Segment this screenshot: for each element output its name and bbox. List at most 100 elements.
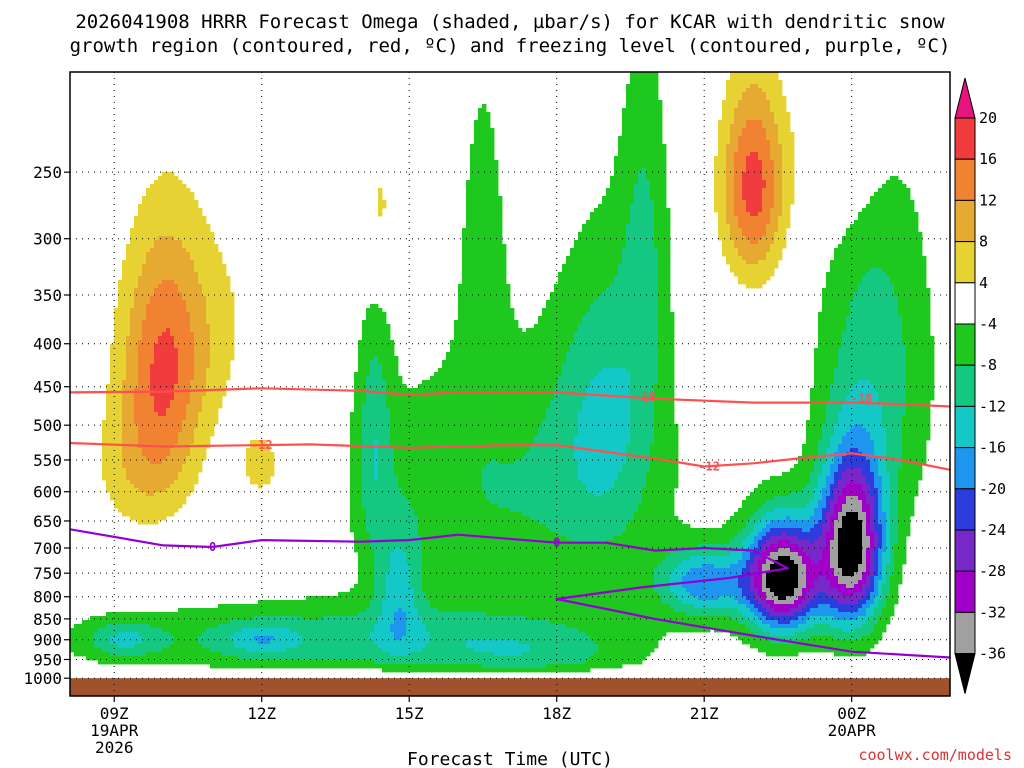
omega-cell: [646, 332, 650, 336]
omega-cell: [206, 264, 210, 268]
omega-cell: [818, 328, 822, 332]
omega-cell: [590, 268, 594, 272]
omega-cell: [606, 196, 610, 200]
omega-cell: [758, 204, 762, 208]
omega-cell: [734, 148, 738, 152]
omega-cell: [610, 220, 614, 224]
omega-cell: [190, 248, 194, 252]
omega-cell: [594, 220, 598, 224]
omega-cell: [494, 284, 498, 288]
omega-cell: [614, 272, 618, 276]
omega-cell: [202, 264, 206, 268]
omega-cell: [606, 252, 610, 256]
omega-cell: [902, 336, 906, 340]
omega-cell: [638, 316, 642, 320]
omega-cell: [466, 320, 470, 324]
omega-cell: [154, 348, 158, 352]
omega-cell: [478, 184, 482, 188]
omega-cell: [590, 308, 594, 312]
omega-cell: [746, 268, 750, 272]
omega-cell: [726, 232, 730, 236]
omega-cell: [486, 348, 490, 352]
omega-cell: [190, 336, 194, 340]
omega-cell: [618, 344, 622, 348]
omega-cell: [170, 332, 174, 336]
omega-cell: [658, 116, 662, 120]
omega-cell: [746, 272, 750, 276]
omega-cell: [454, 328, 458, 332]
omega-cell: [890, 308, 894, 312]
omega-cell: [158, 324, 162, 328]
omega-cell: [118, 328, 122, 332]
omega-cell: [638, 224, 642, 228]
omega-cell: [762, 204, 766, 208]
omega-cell: [718, 224, 722, 228]
omega-cell: [642, 196, 646, 200]
omega-cell: [382, 316, 386, 320]
omega-cell: [182, 244, 186, 248]
omega-cell: [198, 232, 202, 236]
omega-cell: [162, 336, 166, 340]
omega-cell: [786, 188, 790, 192]
omega-cell: [126, 292, 130, 296]
omega-cell: [138, 224, 142, 228]
omega-cell: [494, 208, 498, 212]
omega-cell: [626, 116, 630, 120]
omega-cell: [742, 264, 746, 268]
omega-cell: [474, 288, 478, 292]
omega-cell: [618, 336, 622, 340]
omega-cell: [378, 196, 382, 200]
omega-cell: [846, 348, 850, 352]
omega-cell: [222, 320, 226, 324]
omega-cell: [634, 320, 638, 324]
omega-cell: [894, 228, 898, 232]
omega-cell: [630, 232, 634, 236]
omega-cell: [470, 148, 474, 152]
omega-cell: [614, 216, 618, 220]
omega-cell: [638, 328, 642, 332]
omega-cell: [514, 324, 518, 328]
omega-cell: [590, 252, 594, 256]
omega-cell: [194, 296, 198, 300]
omega-cell: [894, 280, 898, 284]
omega-cell: [618, 256, 622, 260]
omega-cell: [382, 348, 386, 352]
omega-cell: [134, 232, 138, 236]
omega-cell: [874, 292, 878, 296]
omega-cell: [138, 332, 142, 336]
omega-cell: [142, 316, 146, 320]
omega-cell: [170, 244, 174, 248]
omega-cell: [822, 336, 826, 340]
omega-cell: [162, 272, 166, 276]
omega-cell: [470, 212, 474, 216]
omega-cell: [830, 304, 834, 308]
omega-cell: [582, 240, 586, 244]
omega-cell: [890, 324, 894, 328]
omega-cell: [606, 312, 610, 316]
omega-cell: [482, 248, 486, 252]
omega-cell: [738, 264, 742, 268]
omega-cell: [146, 264, 150, 268]
omega-cell: [610, 264, 614, 268]
omega-cell: [486, 136, 490, 140]
omega-cell: [614, 332, 618, 336]
omega-cell: [622, 228, 626, 232]
omega-cell: [730, 252, 734, 256]
omega-cell: [130, 328, 134, 332]
omega-cell: [570, 256, 574, 260]
omega-cell: [722, 204, 726, 208]
omega-cell: [654, 104, 658, 108]
omega-cell: [558, 288, 562, 292]
omega-cell: [898, 244, 902, 248]
omega-cell: [858, 320, 862, 324]
omega-cell: [210, 284, 214, 288]
omega-cell: [638, 308, 642, 312]
omega-cell: [778, 160, 782, 164]
omega-cell: [182, 264, 186, 268]
omega-cell: [842, 344, 846, 348]
omega-cell: [182, 204, 186, 208]
omega-cell: [626, 288, 630, 292]
omega-cell: [666, 296, 670, 300]
omega-cell: [854, 224, 858, 228]
omega-cell: [906, 204, 910, 208]
